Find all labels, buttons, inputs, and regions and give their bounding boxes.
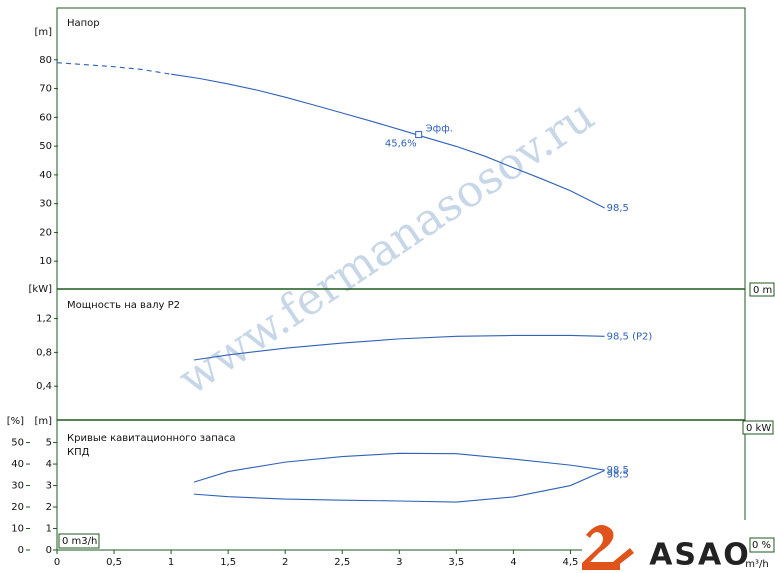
y-tick-label: 50 bbox=[39, 141, 52, 152]
y-unit: [%] bbox=[7, 416, 24, 427]
x-tick-label: 1 bbox=[168, 557, 174, 568]
plot-frame bbox=[56, 7, 746, 551]
x-tick-label: 4 bbox=[510, 557, 516, 568]
logo: ASAO 0 % m³/h bbox=[582, 520, 775, 573]
logo-mark bbox=[608, 548, 634, 570]
x-tick-label: 3 bbox=[396, 557, 402, 568]
y-tick-label: 30 bbox=[39, 199, 52, 210]
corner-label: 0 kW bbox=[746, 423, 771, 434]
y2-tick-label: 2 bbox=[46, 502, 52, 513]
series-line bbox=[171, 73, 605, 209]
x-tick-label: 4,5 bbox=[562, 557, 578, 568]
logo-mark bbox=[582, 525, 620, 570]
panel-title: Мощность на валу P2 bbox=[67, 300, 180, 311]
y-tick-label: 0 bbox=[18, 545, 24, 556]
x-tick-label: 1,5 bbox=[220, 557, 236, 568]
series-label: 98,5 bbox=[607, 469, 629, 480]
x-tick-label: 0 bbox=[54, 557, 60, 568]
y-tick-label: 70 bbox=[39, 84, 52, 95]
panel-title: Напор bbox=[67, 18, 100, 29]
y-tick-label: 1,2 bbox=[36, 314, 52, 325]
y-tick-label: 0,8 bbox=[36, 347, 52, 358]
series-line bbox=[56, 62, 172, 75]
corner-box bbox=[749, 537, 775, 553]
y2-tick-label: 5 bbox=[46, 438, 52, 449]
y-unit: [m] bbox=[34, 27, 52, 38]
y2-tick-label: 1 bbox=[46, 524, 52, 535]
y-tick-label: 40 bbox=[39, 170, 52, 181]
corner-label: 0 % bbox=[752, 540, 771, 551]
y-tick-label: 40 bbox=[11, 459, 24, 470]
corner-label: 0 m bbox=[753, 285, 772, 296]
y-tick-label: 60 bbox=[39, 112, 52, 123]
x-tick-label: 2,5 bbox=[334, 557, 350, 568]
series-label: 98,5 (P2) bbox=[607, 331, 653, 342]
corner-label: 0 m3/h bbox=[62, 536, 97, 547]
duty-point-efficiency: 45,6% bbox=[385, 139, 417, 150]
series-line bbox=[193, 334, 605, 361]
y-tick-label: 0,4 bbox=[36, 381, 52, 392]
panel-subtitle: КПД bbox=[67, 447, 90, 458]
duty-point bbox=[415, 131, 423, 139]
x-tick-label: 3,5 bbox=[448, 557, 464, 568]
series-line bbox=[193, 469, 605, 503]
series-label: 98,5 bbox=[607, 203, 629, 214]
y-tick-label: 30 bbox=[11, 481, 24, 492]
y-tick-label: 10 bbox=[11, 524, 24, 535]
x-unit: m³/h bbox=[745, 559, 768, 570]
y-tick-label: 10 bbox=[39, 256, 52, 267]
panel-title: Кривые кавитационного запаса bbox=[67, 433, 236, 444]
corner-box bbox=[749, 282, 775, 297]
series-line bbox=[193, 452, 605, 483]
logo-text: ASAO bbox=[649, 538, 751, 573]
y-tick-label: 20 bbox=[11, 502, 24, 513]
y-tick-label: 20 bbox=[39, 227, 52, 238]
y2-tick-label: 0 bbox=[46, 545, 52, 556]
series-label: 98,5 bbox=[607, 465, 629, 476]
corner-box bbox=[742, 420, 774, 435]
y2-tick-label: 3 bbox=[46, 481, 52, 492]
x-tick-label: 0,5 bbox=[106, 557, 122, 568]
y2-tick-label: 4 bbox=[46, 459, 52, 470]
corner-box bbox=[58, 533, 100, 549]
y-tick-label: 50 bbox=[11, 438, 24, 449]
duty-point-name: Эфф. bbox=[426, 124, 453, 135]
y-unit: [kW] bbox=[29, 284, 53, 295]
y2-unit: [m] bbox=[34, 416, 52, 427]
x-tick-label: 2 bbox=[282, 557, 288, 568]
y-tick-label: 80 bbox=[39, 55, 52, 66]
